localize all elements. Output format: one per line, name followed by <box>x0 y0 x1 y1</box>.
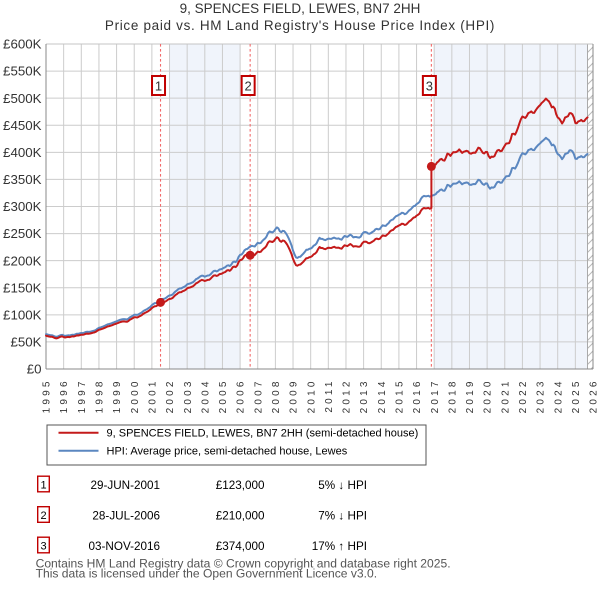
svg-text:2003: 2003 <box>183 378 194 413</box>
svg-text:£250K: £250K <box>3 226 42 241</box>
svg-text:£150K: £150K <box>3 280 42 295</box>
svg-text:2005: 2005 <box>218 378 229 413</box>
svg-text:2012: 2012 <box>342 378 353 413</box>
svg-text:£350K: £350K <box>3 172 42 187</box>
svg-text:HPI: Average price, semi-detac: HPI: Average price, semi-detached house,… <box>107 446 348 458</box>
svg-text:2001: 2001 <box>147 378 158 413</box>
svg-text:29-JUN-2001: 29-JUN-2001 <box>90 479 160 492</box>
svg-text:17% ↑ HPI: 17% ↑ HPI <box>312 540 367 553</box>
svg-text:9, SPENCES FIELD, LEWES, BN7 2: 9, SPENCES FIELD, LEWES, BN7 2HH (semi-d… <box>107 428 419 440</box>
svg-text:1995: 1995 <box>42 378 53 413</box>
svg-text:£50K: £50K <box>10 335 41 350</box>
svg-text:2021: 2021 <box>500 378 511 413</box>
svg-text:03-NOV-2016: 03-NOV-2016 <box>89 540 160 553</box>
svg-text:2008: 2008 <box>271 378 282 413</box>
svg-text:2023: 2023 <box>536 378 547 413</box>
svg-text:£374,000: £374,000 <box>216 540 265 553</box>
svg-text:1: 1 <box>155 78 162 93</box>
svg-text:1999: 1999 <box>112 378 123 413</box>
svg-text:£300K: £300K <box>3 199 42 214</box>
svg-text:£0: £0 <box>27 362 42 377</box>
svg-text:1: 1 <box>40 480 46 492</box>
svg-text:£210,000: £210,000 <box>216 510 265 523</box>
svg-text:£200K: £200K <box>3 253 42 268</box>
svg-text:Price paid vs. HM Land Registr: Price paid vs. HM Land Registry's House … <box>105 18 495 33</box>
svg-text:2006: 2006 <box>236 378 247 413</box>
svg-text:2017: 2017 <box>430 378 441 413</box>
svg-text:2: 2 <box>245 78 252 93</box>
svg-text:2009: 2009 <box>289 378 300 413</box>
svg-text:2002: 2002 <box>165 378 176 413</box>
svg-text:2019: 2019 <box>465 378 476 413</box>
svg-text:£100K: £100K <box>3 307 42 322</box>
svg-text:£400K: £400K <box>3 145 42 160</box>
svg-text:£550K: £550K <box>3 64 42 79</box>
svg-text:3: 3 <box>40 541 46 553</box>
svg-text:28-JUL-2006: 28-JUL-2006 <box>92 510 160 523</box>
svg-text:2024: 2024 <box>553 378 564 413</box>
svg-text:2026: 2026 <box>589 378 600 413</box>
svg-text:2018: 2018 <box>447 378 458 413</box>
svg-text:2014: 2014 <box>377 378 388 413</box>
svg-text:£123,000: £123,000 <box>216 479 265 492</box>
svg-text:3: 3 <box>426 78 433 93</box>
svg-text:£450K: £450K <box>3 118 42 133</box>
svg-text:1998: 1998 <box>95 378 106 413</box>
svg-text:5% ↓ HPI: 5% ↓ HPI <box>318 479 367 492</box>
svg-text:9, SPENCES FIELD, LEWES, BN7 2: 9, SPENCES FIELD, LEWES, BN7 2HH <box>180 1 421 16</box>
svg-text:This data is licensed under th: This data is licensed under the Open Gov… <box>36 567 378 581</box>
svg-text:£500K: £500K <box>3 91 42 106</box>
svg-text:2022: 2022 <box>518 378 529 413</box>
svg-text:Contains HM Land Registry data: Contains HM Land Registry data © Crown c… <box>36 557 451 571</box>
svg-text:2007: 2007 <box>253 378 264 413</box>
svg-text:2000: 2000 <box>130 378 141 413</box>
svg-text:1997: 1997 <box>77 378 88 413</box>
svg-text:2015: 2015 <box>395 378 406 413</box>
svg-text:7% ↓ HPI: 7% ↓ HPI <box>318 510 367 523</box>
svg-text:2: 2 <box>40 510 46 522</box>
svg-text:1996: 1996 <box>59 378 70 413</box>
svg-text:2013: 2013 <box>359 378 370 413</box>
svg-text:2004: 2004 <box>200 378 211 413</box>
svg-text:2010: 2010 <box>306 378 317 413</box>
svg-text:2016: 2016 <box>412 378 423 413</box>
svg-text:2011: 2011 <box>324 378 335 412</box>
svg-text:2025: 2025 <box>571 378 582 413</box>
svg-text:2020: 2020 <box>483 378 494 413</box>
svg-text:£600K: £600K <box>3 37 42 52</box>
